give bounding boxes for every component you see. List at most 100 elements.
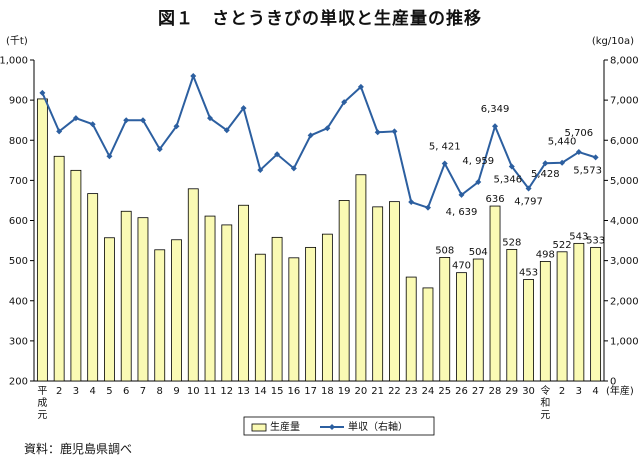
line-yield-marker [72, 115, 79, 122]
y-right-unit: (kg/10a) [592, 36, 634, 47]
bar-production [439, 257, 451, 382]
bar-production [456, 272, 467, 382]
bar-production [422, 287, 434, 382]
line-yield-marker [475, 179, 482, 186]
y-left-tick-label: 300 [9, 336, 28, 347]
line-value-label: 5,346 [493, 174, 522, 185]
x-tick-label: 17 [304, 386, 317, 397]
y-left-unit: (千t) [6, 35, 28, 47]
bar-value-label: 636 [485, 194, 504, 205]
x-tick-label: 12 [220, 386, 233, 397]
line-yield-marker [56, 128, 63, 135]
line-yield-marker [173, 123, 180, 130]
y-right-tick-label: 6,000 [610, 136, 639, 147]
bar-production [506, 248, 518, 382]
bar-production [523, 279, 534, 382]
bar-production [590, 246, 602, 382]
line-yield-marker [341, 99, 348, 106]
line-yield-marker [307, 132, 314, 139]
bar-production [573, 242, 585, 382]
y-right-tick-label: 5,000 [610, 176, 639, 187]
line-value-label: 5,706 [565, 128, 594, 139]
line-yield-marker [240, 105, 247, 112]
bar-production [338, 200, 350, 382]
x-tick-label: 9 [173, 386, 179, 397]
bar-production [305, 246, 317, 382]
bar-production [355, 174, 367, 382]
line-yield-marker [559, 159, 566, 166]
legend-bar-label: 生産量 [270, 420, 300, 433]
line-yield-marker [575, 149, 582, 156]
y-right-tick-label: 4,000 [610, 216, 639, 227]
y-left-tick-label: 800 [9, 136, 28, 147]
line-yield-marker [391, 128, 398, 135]
x-tick-label: 21 [371, 386, 384, 397]
bar-value-label: 528 [502, 237, 521, 248]
line-yield-marker [592, 154, 599, 161]
x-tick-label: 8 [157, 386, 163, 397]
bar-production [288, 257, 300, 382]
chart-title: 図１ さとうきびの単収と生産量の推移 [158, 9, 482, 29]
y-right-tick-label: 2,000 [610, 296, 639, 307]
line-yield-marker [525, 185, 532, 192]
bar-value-label: 498 [536, 249, 555, 260]
x-axis-unit: (年産) [606, 384, 634, 397]
y-right-tick-label: 1,000 [610, 336, 639, 347]
x-tick-label: 30 [522, 386, 535, 397]
y-right-tick-label: 3,000 [610, 256, 639, 267]
line-yield-marker [106, 153, 113, 160]
line-yield-marker [123, 117, 130, 124]
bar-production [489, 205, 501, 382]
bar-production [204, 215, 216, 382]
x-tick-label: 7 [140, 386, 146, 397]
line-yield-marker [274, 151, 281, 158]
line-value-label: 5,573 [573, 165, 602, 176]
x-tick-label: 28 [489, 386, 502, 397]
bar-production [221, 224, 233, 382]
line-yield-marker [492, 123, 499, 130]
bar-production [372, 206, 384, 382]
line-yield-marker [508, 163, 515, 170]
y-left-tick-label: 900 [9, 96, 28, 107]
line-value-label: 4, 959 [462, 156, 494, 167]
x-tick-label: 3 [576, 386, 582, 397]
x-tick-label: 19 [338, 386, 351, 397]
line-yield-marker [156, 146, 163, 153]
bar-production [87, 193, 99, 382]
y-left-tick-label: 600 [9, 216, 28, 227]
x-tick-label: 2 [56, 386, 62, 397]
bar-production [53, 155, 65, 382]
line-yield-marker [542, 160, 549, 167]
bar-production [472, 258, 484, 382]
line-value-label: 6,349 [481, 104, 510, 115]
bar-production [389, 201, 400, 382]
bar-value-label: 522 [553, 240, 572, 251]
x-tick-label: 4 [592, 386, 598, 397]
bar-production [36, 98, 48, 382]
source-note: 資料：鹿児島県調べ [24, 442, 133, 456]
x-tick-label: 5 [106, 386, 112, 397]
line-yield-marker [89, 121, 96, 128]
x-tick-label: 平成元 [37, 386, 47, 421]
bar-production [171, 239, 182, 382]
x-tick-label: 令和元 [540, 384, 550, 421]
bar-production [120, 210, 132, 382]
line-value-label: 5,428 [531, 169, 560, 180]
y-right-tick-label: 7,000 [610, 96, 639, 107]
line-yield-marker [357, 83, 364, 90]
line-yield-marker [290, 165, 297, 172]
x-tick-label: 10 [187, 386, 200, 397]
x-tick-label: 11 [204, 386, 217, 397]
bar-value-label: 533 [586, 235, 605, 246]
x-tick-label: 23 [405, 386, 418, 397]
y-left-tick-label: 500 [9, 256, 28, 267]
x-tick-label: 16 [287, 386, 300, 397]
x-tick-label: 13 [237, 386, 250, 397]
line-yield-marker [324, 125, 331, 132]
bar-production [405, 276, 417, 382]
x-tick-label: 29 [505, 386, 518, 397]
line-yield-marker [257, 166, 264, 173]
line-value-label: 5, 421 [429, 141, 461, 152]
bar-production [254, 253, 266, 382]
